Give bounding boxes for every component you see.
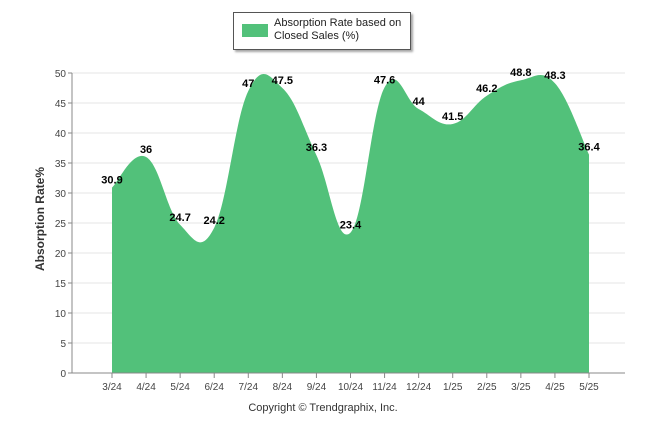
x-tick-label: 4/24	[136, 382, 156, 393]
data-label: 41.5	[442, 111, 463, 123]
y-tick-label: 20	[55, 249, 67, 260]
legend: Absorption Rate based on Closed Sales (%…	[233, 12, 411, 50]
data-label: 24.7	[169, 212, 190, 224]
y-tick-label: 45	[55, 99, 67, 110]
axes	[68, 72, 625, 378]
x-tick-label: 10/24	[338, 382, 363, 393]
data-label: 44	[413, 96, 426, 108]
copyright-text: Copyright © Trendgraphix, Inc.	[248, 402, 398, 414]
x-tick-label: 8/24	[273, 382, 293, 393]
y-tick-label: 15	[55, 279, 67, 290]
x-tick-label: 5/25	[579, 382, 599, 393]
data-label: 47.5	[272, 75, 293, 87]
y-tick-label: 5	[60, 339, 66, 350]
y-tick-label: 50	[55, 69, 67, 80]
y-tick-label: 0	[60, 369, 66, 380]
y-tick-label: 25	[55, 219, 67, 230]
x-tick-label: 1/25	[443, 382, 463, 393]
x-tick-label: 7/24	[239, 382, 259, 393]
data-label: 24.2	[204, 215, 225, 227]
data-label: 46.2	[476, 83, 497, 95]
data-label: 36.4	[578, 142, 600, 154]
data-label: 23.4	[340, 220, 362, 232]
data-label: 47	[242, 78, 254, 90]
x-tick-label: 9/24	[307, 382, 327, 393]
data-label: 48.8	[510, 67, 531, 79]
data-label: 30.9	[101, 175, 122, 187]
y-tick-label: 30	[55, 189, 67, 200]
x-tick-label: 12/24	[406, 382, 431, 393]
y-tick-labels: 0 5 10 15 20 25 30 35 40 45 50	[55, 69, 67, 380]
data-label: 48.3	[544, 70, 565, 82]
data-label: 36	[140, 144, 152, 156]
x-tick-label: 3/25	[511, 382, 531, 393]
x-tick-label: 5/24	[170, 382, 190, 393]
y-tick-label: 10	[55, 309, 67, 320]
series-area	[112, 74, 589, 373]
data-label: 47.6	[374, 74, 395, 86]
x-tick-label: 4/25	[545, 382, 565, 393]
legend-label: Absorption Rate based on Closed Sales (%…	[274, 17, 402, 42]
y-tick-label: 35	[55, 159, 67, 170]
y-tick-label: 40	[55, 129, 67, 140]
data-labels: 30.9 36 24.7 24.2 47 47.5 36.3 23.4 47.6 44 41.5 46…	[101, 67, 600, 231]
x-tick-label: 6/24	[204, 382, 224, 393]
legend-swatch	[242, 24, 268, 37]
y-axis-title: Absorption Rate%	[33, 167, 47, 272]
x-tick-label: 3/24	[102, 382, 122, 393]
x-tick-labels: 3/24 4/24 5/24 6/24 7/24 8/24 9/24 10/24 11/24 12…	[102, 382, 599, 393]
x-tick-label: 2/25	[477, 382, 497, 393]
x-tick-label: 11/24	[372, 382, 397, 393]
data-label: 36.3	[306, 142, 327, 154]
